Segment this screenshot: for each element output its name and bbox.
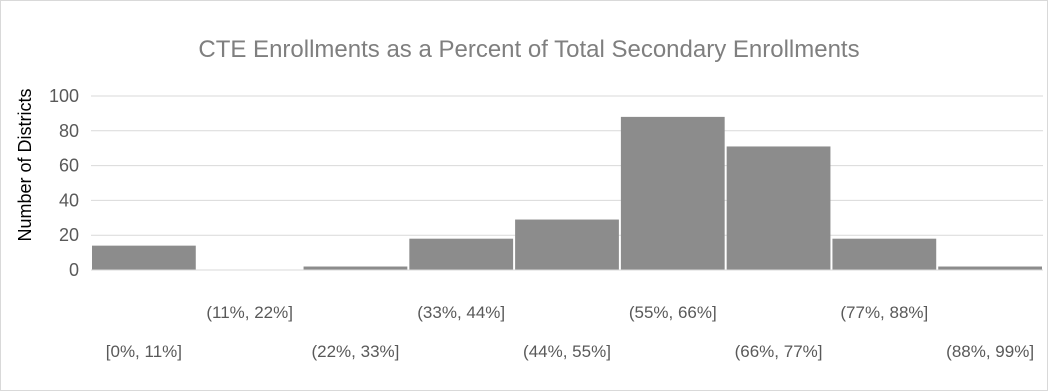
y-tick-label: 60 — [59, 156, 79, 176]
x-category-label: (44%, 55%] — [523, 342, 611, 361]
y-tick-label: 20 — [59, 225, 79, 245]
x-category-label: (55%, 66%] — [629, 303, 717, 322]
y-tick-label: 80 — [59, 121, 79, 141]
bar — [303, 266, 408, 270]
bar — [515, 219, 619, 270]
bar — [726, 146, 831, 270]
x-category-label: [0%, 11%] — [106, 342, 182, 361]
y-tick-label: 40 — [59, 190, 79, 210]
chart-title: CTE Enrollments as a Percent of Total Se… — [198, 36, 859, 63]
x-category-label: (22%, 33%] — [311, 342, 399, 361]
y-axis-ticks: 0 20 40 60 80 100 — [49, 86, 79, 280]
y-tick-label: 0 — [69, 260, 79, 280]
x-category-label: (66%, 77%] — [735, 342, 823, 361]
y-axis-title: Number of Districts — [15, 88, 35, 241]
bar — [938, 266, 1042, 270]
bar — [92, 245, 196, 270]
x-category-label: (77%, 88%] — [840, 303, 928, 322]
bar — [832, 238, 937, 270]
y-tick-label: 100 — [49, 86, 79, 106]
x-category-label: (88%, 99%] — [946, 342, 1034, 361]
gridlines — [91, 95, 1043, 236]
bar — [620, 116, 725, 270]
x-axis-category-labels: [0%, 11%] (11%, 22%] (22%, 33%] (33%, 44%] (… — [106, 303, 1034, 361]
bars — [92, 116, 1042, 270]
x-category-label: (33%, 44%] — [417, 303, 505, 322]
x-category-label: (11%, 22%] — [206, 303, 293, 322]
bar — [409, 238, 514, 270]
